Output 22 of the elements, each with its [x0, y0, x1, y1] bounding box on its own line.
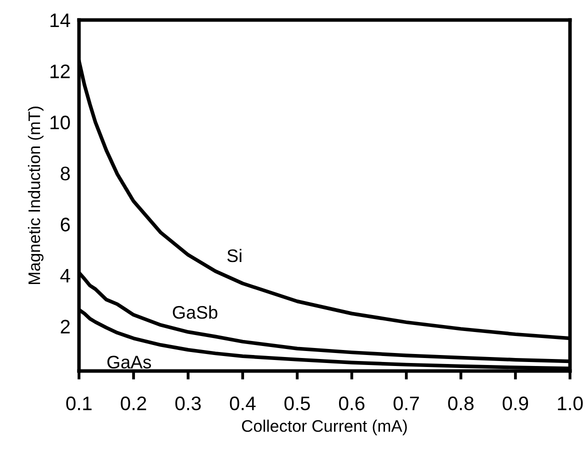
y-axis-title: Magnetic Induction (mT): [28, 106, 44, 284]
y-tick-label: 14: [50, 14, 70, 28]
x-tick-label: 0.2: [120, 396, 146, 410]
x-tick-label: 1.0: [558, 396, 583, 410]
y-tick-label: 8: [60, 166, 70, 180]
x-tick-label: 0.7: [394, 396, 419, 410]
x-axis-title: Collector Current (mA): [242, 420, 407, 436]
series-label: GaSb: [172, 306, 218, 319]
series-label: Si: [227, 248, 242, 262]
x-tick-label: 0.1: [66, 396, 92, 410]
x-tick-label: 0.6: [339, 396, 364, 410]
x-tick-label: 0.5: [284, 396, 310, 410]
y-tick-label: 6: [60, 218, 70, 232]
x-tick-label: 0.9: [502, 396, 528, 410]
y-tick-label: 4: [60, 268, 70, 282]
series-label: GaAs: [107, 356, 151, 368]
y-tick-label: 2: [60, 320, 70, 334]
y-tick-label: 12: [50, 64, 70, 78]
x-tick-label: 0.4: [230, 396, 256, 410]
x-tick-label: 0.8: [448, 396, 474, 410]
y-tick-label: 10: [50, 116, 70, 130]
x-tick-label: 0.3: [175, 396, 201, 410]
